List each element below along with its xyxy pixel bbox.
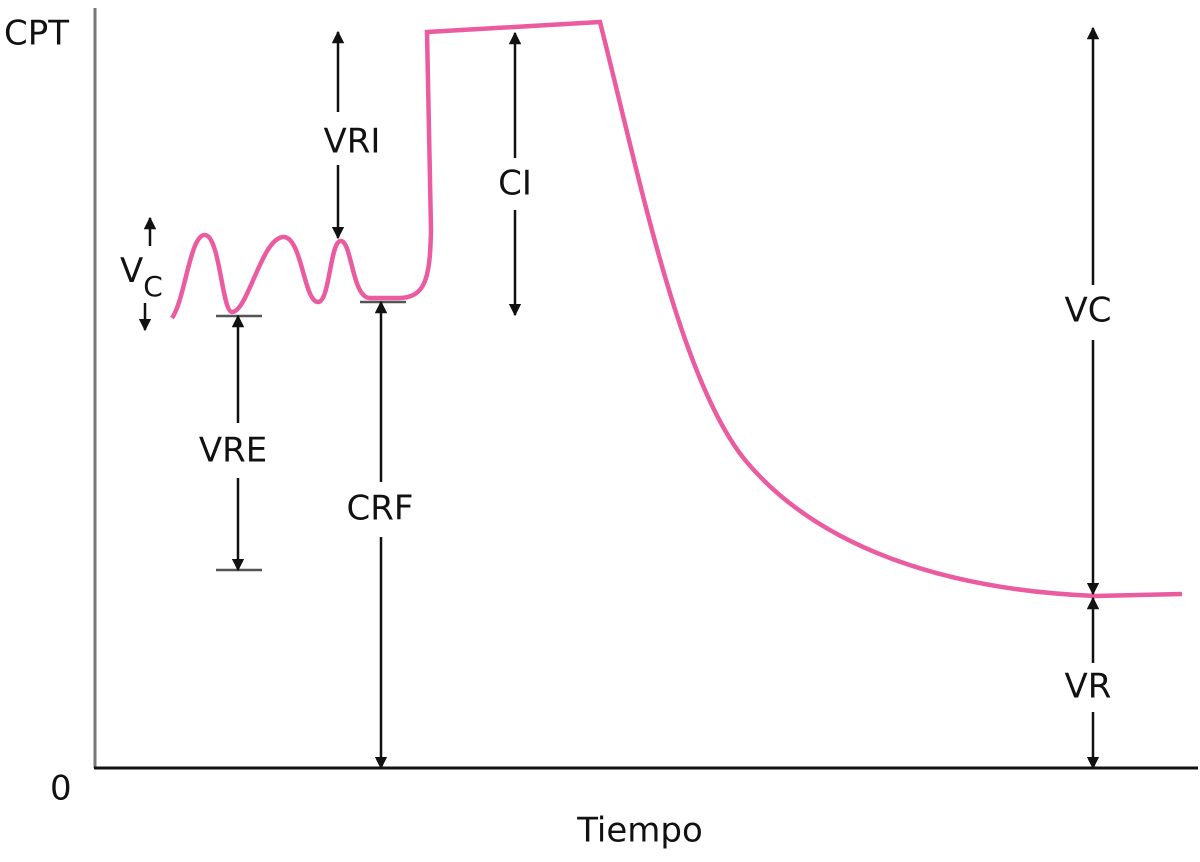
label-vri: VRI <box>324 122 381 162</box>
y-top-label: CPT <box>4 14 69 54</box>
label-vr: VR <box>1065 667 1112 707</box>
y-bottom-label: 0 <box>50 769 72 809</box>
label-ci: CI <box>498 164 532 204</box>
label-tidal-volume: VC <box>120 251 163 304</box>
label-vre: VRE <box>199 431 267 471</box>
volume-curve <box>170 19 1183 599</box>
label-tidal-volume-main: V <box>120 251 143 291</box>
label-tidal-volume-subscript: C <box>143 270 163 303</box>
x-label: Tiempo <box>576 811 703 851</box>
label-vc: VC <box>1065 291 1112 331</box>
label-crf: CRF <box>347 489 414 529</box>
